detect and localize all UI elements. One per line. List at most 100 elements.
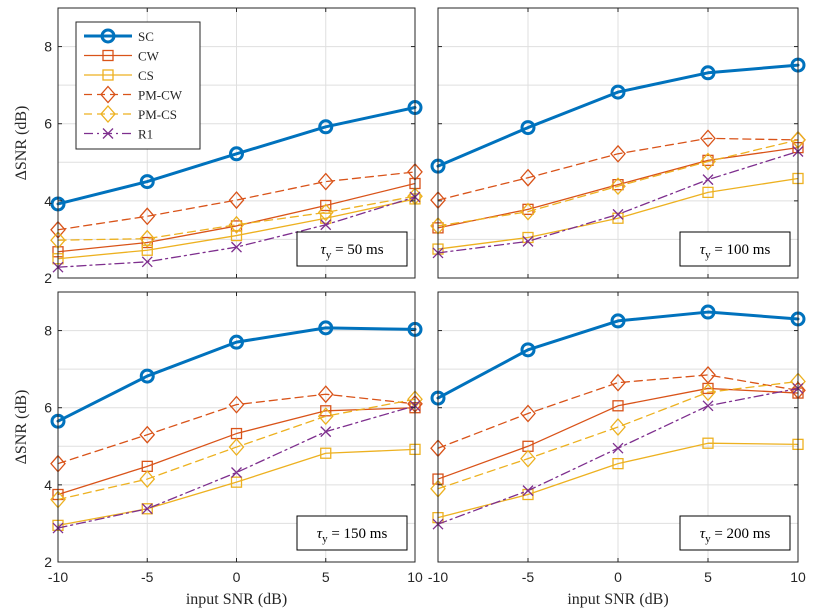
data-point-diamond — [700, 383, 716, 402]
y-tick-label: 4 — [44, 477, 52, 493]
legend-label: PM-CW — [138, 88, 183, 103]
series-line-cw — [57, 407, 416, 496]
data-point-diamond — [100, 105, 116, 123]
x-tick-label: 0 — [233, 569, 241, 585]
data-point-diamond — [228, 191, 245, 210]
series-line-pm-cw — [57, 171, 416, 231]
panel-3: 2 4 6 8 ΔSNR (dB) -10 -5 0 5 10 input SNR (dB) τy =… — [13, 291, 423, 608]
x-tick-label: -10 — [428, 569, 448, 585]
data-point-circle — [520, 120, 536, 136]
data-point-x — [702, 400, 714, 412]
data-point-square — [702, 186, 714, 199]
data-point-circle — [520, 342, 536, 358]
legend-label: R1 — [138, 127, 153, 142]
data-point-square — [702, 437, 714, 449]
data-point-diamond — [228, 395, 245, 414]
data-point-square — [522, 231, 534, 244]
data-point-circle — [318, 119, 334, 135]
x-tick-label: 5 — [322, 569, 330, 585]
data-point-x — [102, 128, 114, 139]
data-point-square — [141, 503, 153, 515]
y-axis-label: ΔSNR (dB) — [13, 390, 30, 465]
data-point-circle — [229, 334, 244, 350]
data-point-diamond — [139, 470, 156, 489]
y-tick-label: 6 — [44, 400, 52, 416]
panel-1: 2 4 6 8 ΔSNR (dB) τy = 50 ms — [13, 7, 423, 286]
legend-label: PM-CS — [138, 107, 177, 122]
data-point-x — [522, 235, 534, 247]
x-tick-label: 10 — [790, 569, 806, 585]
series-line-pm-cs — [57, 398, 416, 501]
data-point-diamond — [700, 365, 716, 384]
annotation-box — [296, 231, 408, 267]
data-point-circle — [229, 146, 244, 162]
data-point-diamond — [228, 215, 245, 234]
data-point-diamond — [610, 177, 626, 196]
series-line-cw — [437, 146, 799, 229]
data-point-x — [702, 174, 714, 186]
data-point-diamond — [520, 449, 536, 468]
y-tick-label: 8 — [44, 323, 52, 339]
data-point-circle — [700, 304, 716, 320]
data-point-square — [320, 199, 332, 212]
data-point-x — [522, 485, 534, 497]
data-point-diamond — [520, 168, 536, 187]
annotation-text: τy = 50 ms — [320, 242, 383, 261]
annotation-text: τy = 200 ms — [700, 526, 771, 545]
data-point-x — [141, 256, 153, 268]
data-point-diamond — [610, 144, 626, 163]
data-point-x — [612, 208, 624, 220]
data-point-circle — [700, 65, 716, 81]
series-line-sc — [436, 310, 800, 400]
series-line-sc — [56, 106, 417, 206]
data-point-x — [141, 503, 153, 515]
data-point-circle — [139, 174, 155, 190]
data-point-circle — [139, 368, 155, 384]
y-tick-label: 8 — [44, 39, 52, 55]
data-point-diamond — [520, 404, 536, 423]
annotation-box — [679, 231, 791, 267]
data-point-square — [141, 244, 153, 256]
data-point-square — [612, 400, 624, 412]
y-tick-label: 2 — [44, 270, 52, 286]
data-point-square — [522, 488, 534, 501]
y-tick-label: 2 — [44, 554, 52, 570]
data-point-x — [231, 467, 242, 478]
data-point-square — [612, 457, 624, 470]
x-tick-label: -5 — [522, 569, 535, 585]
series-line-pm-cs — [57, 195, 416, 241]
x-tick-label: -5 — [141, 569, 154, 585]
x-tick-label: -10 — [48, 569, 68, 585]
y-axis-label: ΔSNR (dB) — [13, 106, 30, 181]
data-point-x — [231, 241, 242, 253]
annotation-text: τy = 150 ms — [317, 526, 388, 545]
series-line-cs — [57, 198, 416, 260]
data-point-square — [320, 447, 332, 459]
data-point-square — [102, 69, 114, 81]
data-point-diamond — [100, 85, 116, 104]
data-point-diamond — [139, 425, 156, 444]
data-point-diamond — [700, 152, 716, 171]
legend-label: CS — [138, 68, 154, 83]
annotation-box — [679, 515, 791, 551]
data-point-square — [702, 154, 714, 167]
data-point-diamond — [317, 407, 334, 426]
series-line-cw — [437, 387, 799, 480]
annotation-box — [296, 515, 408, 551]
series-line-sc — [436, 63, 800, 168]
data-point-diamond — [139, 229, 156, 248]
legend-label: SC — [138, 29, 154, 44]
panel-2: τy = 100 ms — [430, 7, 806, 279]
data-point-square — [612, 212, 624, 224]
x-tick-label: 0 — [614, 569, 622, 585]
x-axis-label: input SNR (dB) — [567, 591, 668, 608]
data-point-diamond — [317, 172, 334, 191]
x-axis-label: input SNR (dB) — [186, 591, 287, 608]
data-point-circle — [318, 320, 334, 336]
series-line-sc — [56, 326, 417, 423]
annotation-text: τy = 100 ms — [700, 242, 771, 261]
x-tick-label: 5 — [704, 569, 712, 585]
panel-4: -10 -5 0 5 10 input SNR (dB) τy = 200 ms — [428, 291, 806, 608]
legend-label: CW — [138, 49, 160, 64]
